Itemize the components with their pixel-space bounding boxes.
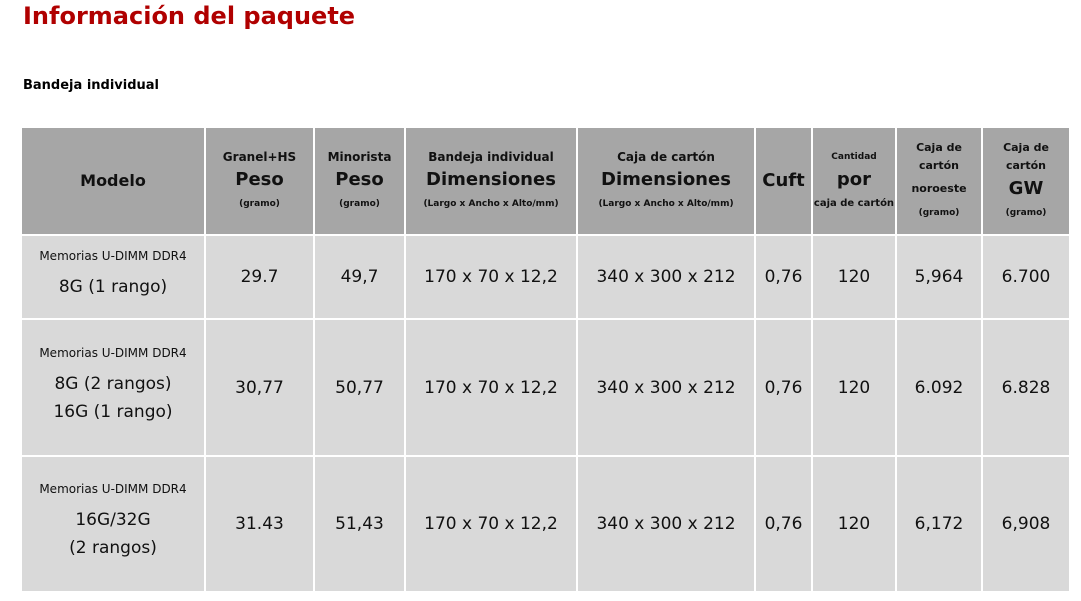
model-text: 16G (1 rango) xyxy=(53,401,173,422)
header-top: Minorista xyxy=(327,150,392,164)
model-text: 8G (2 rangos) xyxy=(54,373,172,394)
value-cell: 6.700 xyxy=(983,236,1069,318)
value-cell: 340 x 300 x 212 xyxy=(578,320,754,455)
value-cell: 6.828 xyxy=(983,320,1069,455)
header-main: Peso xyxy=(335,169,384,190)
header-top: Caja de cartón xyxy=(617,150,715,164)
value-cell: 0,76 xyxy=(756,457,811,591)
page-title: Información del paquete xyxy=(23,2,356,30)
column-header: Cantidad por caja de cartón xyxy=(813,128,895,234)
value-cell: 29.7 xyxy=(206,236,313,318)
header-bottom: (Largo x Ancho x Alto/mm) xyxy=(423,199,559,209)
header-bottom: (Largo x Ancho x Alto/mm) xyxy=(598,199,734,209)
header-main: GW xyxy=(1008,178,1044,199)
value-cell: 6,172 xyxy=(897,457,981,591)
header-bottom: (gramo) xyxy=(1005,208,1047,218)
section-subtitle: Bandeja individual xyxy=(23,78,160,93)
value-cell: 5,964 xyxy=(897,236,981,318)
value-cell: 50,77 xyxy=(315,320,404,455)
package-info-table: Modelo Granel+HS Peso (gramo) Minorista Peso (… xyxy=(20,126,1071,593)
table-row: Memorias U-DIMM DDR4 8G (1 rango) 29.7 49,7… xyxy=(22,236,1069,318)
column-header: Bandeja individual Dimensiones (Largo x An… xyxy=(406,128,576,234)
table-row: Memorias U-DIMM DDR4 8G (2 rangos) 16G (1 … xyxy=(22,320,1069,455)
model-text: 16G/32G xyxy=(75,510,151,530)
header-main: noroeste xyxy=(911,182,967,195)
column-header: Caja de cartón Dimensiones (Largo x Ancho … xyxy=(578,128,754,234)
column-header: Caja de cartón noroeste (gramo) xyxy=(897,128,981,234)
header-main: Dimensiones xyxy=(601,169,731,190)
header-top: Bandeja individual xyxy=(428,150,554,164)
column-header: Modelo xyxy=(22,128,204,234)
header-top: Granel+HS xyxy=(222,150,297,164)
header-top: Caja de cartón xyxy=(1003,141,1049,172)
value-cell: 6,908 xyxy=(983,457,1069,591)
header-main: Modelo xyxy=(80,171,146,190)
value-cell: 120 xyxy=(813,236,895,318)
model-cell: Memorias U-DIMM DDR4 8G (1 rango) xyxy=(22,236,204,318)
header-main: Cuft xyxy=(762,170,805,191)
model-text: Memorias U-DIMM DDR4 xyxy=(39,345,187,360)
model-text: (2 rangos) xyxy=(69,538,157,558)
value-cell: 6.092 xyxy=(897,320,981,455)
value-cell: 170 x 70 x 12,2 xyxy=(406,457,576,591)
header-bottom: (gramo) xyxy=(339,199,380,209)
value-cell: 30,77 xyxy=(206,320,313,455)
model-cell: Memorias U-DIMM DDR4 8G (2 rangos) 16G (1 … xyxy=(22,320,204,455)
header-bottom: caja de cartón xyxy=(813,198,895,209)
header-top: Cantidad xyxy=(831,152,877,162)
header-main: Dimensiones xyxy=(426,169,556,190)
column-header: Caja de cartón GW (gramo) xyxy=(983,128,1069,234)
model-text: 8G (1 rango) xyxy=(58,277,168,297)
value-cell: 0,76 xyxy=(756,320,811,455)
value-cell: 49,7 xyxy=(315,236,404,318)
header-main: por xyxy=(836,169,872,190)
header-main: Peso xyxy=(235,169,284,190)
column-header: Granel+HS Peso (gramo) xyxy=(206,128,313,234)
value-cell: 340 x 300 x 212 xyxy=(578,457,754,591)
model-text: Memorias U-DIMM DDR4 xyxy=(39,482,187,496)
model-text: Memorias U-DIMM DDR4 xyxy=(39,249,187,263)
column-header: Minorista Peso (gramo) xyxy=(315,128,404,234)
header-bottom: (gramo) xyxy=(918,208,960,218)
value-cell: 170 x 70 x 12,2 xyxy=(406,236,576,318)
value-cell: 120 xyxy=(813,320,895,455)
model-cell: Memorias U-DIMM DDR4 16G/32G (2 rangos) xyxy=(22,457,204,591)
value-cell: 51,43 xyxy=(315,457,404,591)
value-cell: 340 x 300 x 212 xyxy=(578,236,754,318)
value-cell: 170 x 70 x 12,2 xyxy=(406,320,576,455)
value-cell: 120 xyxy=(813,457,895,591)
header-top: Caja de cartón xyxy=(916,141,962,172)
header-bottom: (gramo) xyxy=(239,199,280,209)
table-row: Memorias U-DIMM DDR4 16G/32G (2 rangos) 31.… xyxy=(22,457,1069,591)
value-cell: 31.43 xyxy=(206,457,313,591)
column-header: Cuft xyxy=(756,128,811,234)
value-cell: 0,76 xyxy=(756,236,811,318)
